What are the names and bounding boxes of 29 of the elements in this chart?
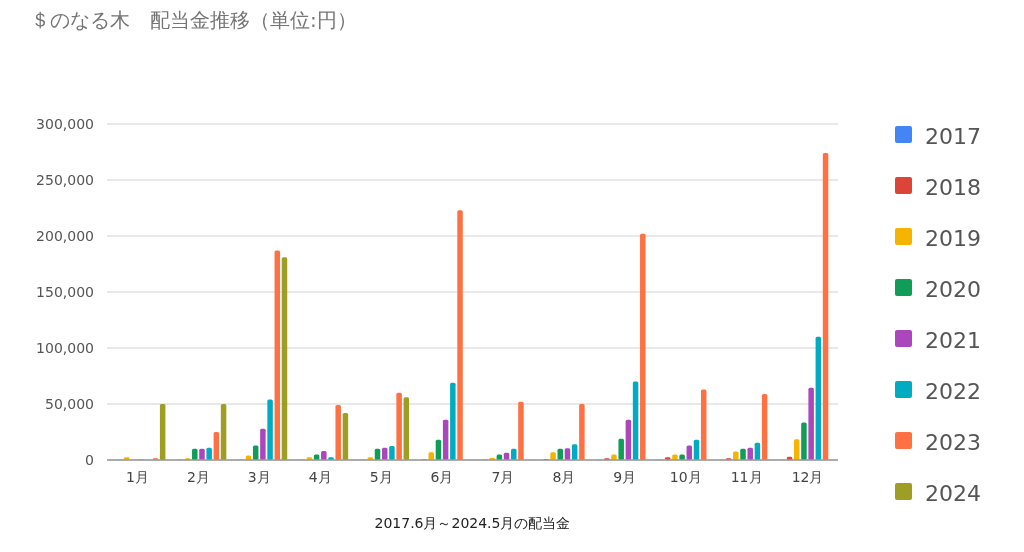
x-tick-label: 7月: [491, 469, 515, 485]
legend-label: 2023: [925, 430, 981, 455]
legend-label: 2021: [925, 328, 981, 353]
x-tick-label: 1月: [126, 469, 149, 485]
x-axis-title: 2017.6月～2024.5月の配当金: [374, 515, 571, 531]
y-tick-label: 250,000: [36, 172, 94, 188]
legend-label: 2018: [925, 175, 981, 200]
chart-title: ＄のなる木 配当金推移（単位:円）: [30, 8, 357, 32]
x-tick-label: 10月: [669, 469, 702, 485]
y-tick-label: 50,000: [45, 396, 94, 412]
x-tick-label: 3月: [247, 469, 271, 485]
legend-label: 2020: [925, 277, 981, 302]
y-tick-label: 300,000: [36, 116, 94, 132]
x-tick-label: 9月: [613, 469, 637, 485]
x-tick-label: 4月: [308, 469, 332, 485]
x-tick-label: 6月: [430, 469, 454, 485]
x-tick-label: 12月: [791, 469, 824, 485]
y-tick-label: 200,000: [36, 228, 94, 244]
legend-label: 2022: [925, 379, 981, 404]
legend-label: 2019: [925, 226, 981, 251]
y-tick-label: 0: [85, 452, 94, 468]
x-tick-label: 2月: [186, 469, 210, 485]
legend-label: 2024: [925, 481, 981, 506]
y-tick-label: 100,000: [36, 340, 94, 356]
legend-label: 2017: [925, 124, 981, 149]
x-tick-label: 11月: [730, 469, 763, 485]
y-tick-label: 150,000: [36, 284, 94, 300]
x-tick-label: 8月: [552, 469, 576, 485]
x-tick-label: 5月: [369, 469, 393, 485]
